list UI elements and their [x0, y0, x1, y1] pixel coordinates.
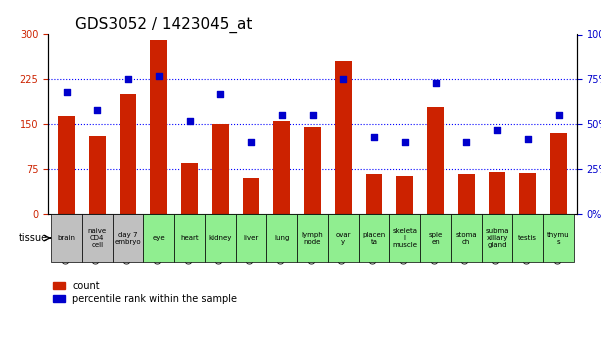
Point	[462, 139, 471, 145]
Point	[154, 73, 163, 79]
FancyBboxPatch shape	[543, 214, 574, 262]
Bar	[489, 172, 505, 214]
FancyBboxPatch shape	[82, 214, 112, 262]
Bar	[335, 61, 352, 214]
Text: placen
ta: placen ta	[362, 231, 386, 245]
FancyBboxPatch shape	[236, 214, 266, 262]
FancyBboxPatch shape	[144, 214, 174, 262]
Text: heart: heart	[180, 235, 199, 241]
FancyBboxPatch shape	[205, 214, 236, 262]
FancyBboxPatch shape	[112, 214, 144, 262]
FancyBboxPatch shape	[420, 214, 451, 262]
FancyBboxPatch shape	[297, 214, 328, 262]
Point	[185, 118, 194, 124]
Point	[554, 112, 563, 118]
Point	[338, 77, 348, 82]
Bar	[519, 173, 536, 214]
FancyBboxPatch shape	[389, 214, 420, 262]
Bar	[427, 107, 444, 214]
Point	[492, 127, 502, 132]
Bar	[150, 40, 167, 214]
Text: sple
en: sple en	[429, 231, 443, 245]
Text: liver: liver	[243, 235, 258, 241]
Point	[400, 139, 409, 145]
Bar	[58, 116, 75, 214]
FancyBboxPatch shape	[51, 214, 82, 262]
Bar	[304, 127, 321, 214]
Bar	[120, 94, 136, 214]
Point	[246, 139, 256, 145]
Text: tissue: tissue	[19, 233, 47, 243]
Bar	[458, 174, 475, 214]
FancyBboxPatch shape	[481, 214, 513, 262]
Text: kidney: kidney	[209, 235, 232, 241]
Point	[123, 77, 133, 82]
Text: day 7
embryо: day 7 embryо	[115, 231, 141, 245]
Text: eye: eye	[153, 235, 165, 241]
Point	[308, 112, 317, 118]
Bar	[273, 121, 290, 214]
Text: subma
xillary
gland: subma xillary gland	[485, 228, 509, 248]
Bar	[212, 124, 229, 214]
Point	[431, 80, 441, 86]
Text: ovar
y: ovar y	[335, 231, 351, 245]
FancyBboxPatch shape	[266, 214, 297, 262]
Bar	[89, 136, 106, 214]
FancyBboxPatch shape	[174, 214, 205, 262]
Text: lung: lung	[274, 235, 290, 241]
Bar	[365, 174, 382, 214]
FancyBboxPatch shape	[328, 214, 359, 262]
FancyBboxPatch shape	[513, 214, 543, 262]
Bar	[396, 176, 413, 214]
Text: naive
CD4
cell: naive CD4 cell	[88, 228, 107, 248]
FancyBboxPatch shape	[359, 214, 389, 262]
Point	[277, 112, 287, 118]
Bar	[550, 133, 567, 214]
Text: brain: brain	[58, 235, 76, 241]
Point	[62, 89, 72, 95]
Point	[93, 107, 102, 112]
FancyBboxPatch shape	[451, 214, 481, 262]
Point	[523, 136, 532, 141]
Text: stoma
ch: stoma ch	[456, 231, 477, 245]
Text: thymu
s: thymu s	[547, 231, 570, 245]
Text: testis: testis	[518, 235, 537, 241]
Text: lymph
node: lymph node	[302, 231, 323, 245]
Point	[216, 91, 225, 97]
Point	[369, 134, 379, 139]
Legend: count, percentile rank within the sample: count, percentile rank within the sample	[53, 281, 237, 304]
Text: skeleta
l
muscle: skeleta l muscle	[392, 228, 417, 248]
Bar	[181, 163, 198, 214]
Bar	[243, 178, 260, 214]
Text: GDS3052 / 1423045_at: GDS3052 / 1423045_at	[75, 17, 252, 33]
